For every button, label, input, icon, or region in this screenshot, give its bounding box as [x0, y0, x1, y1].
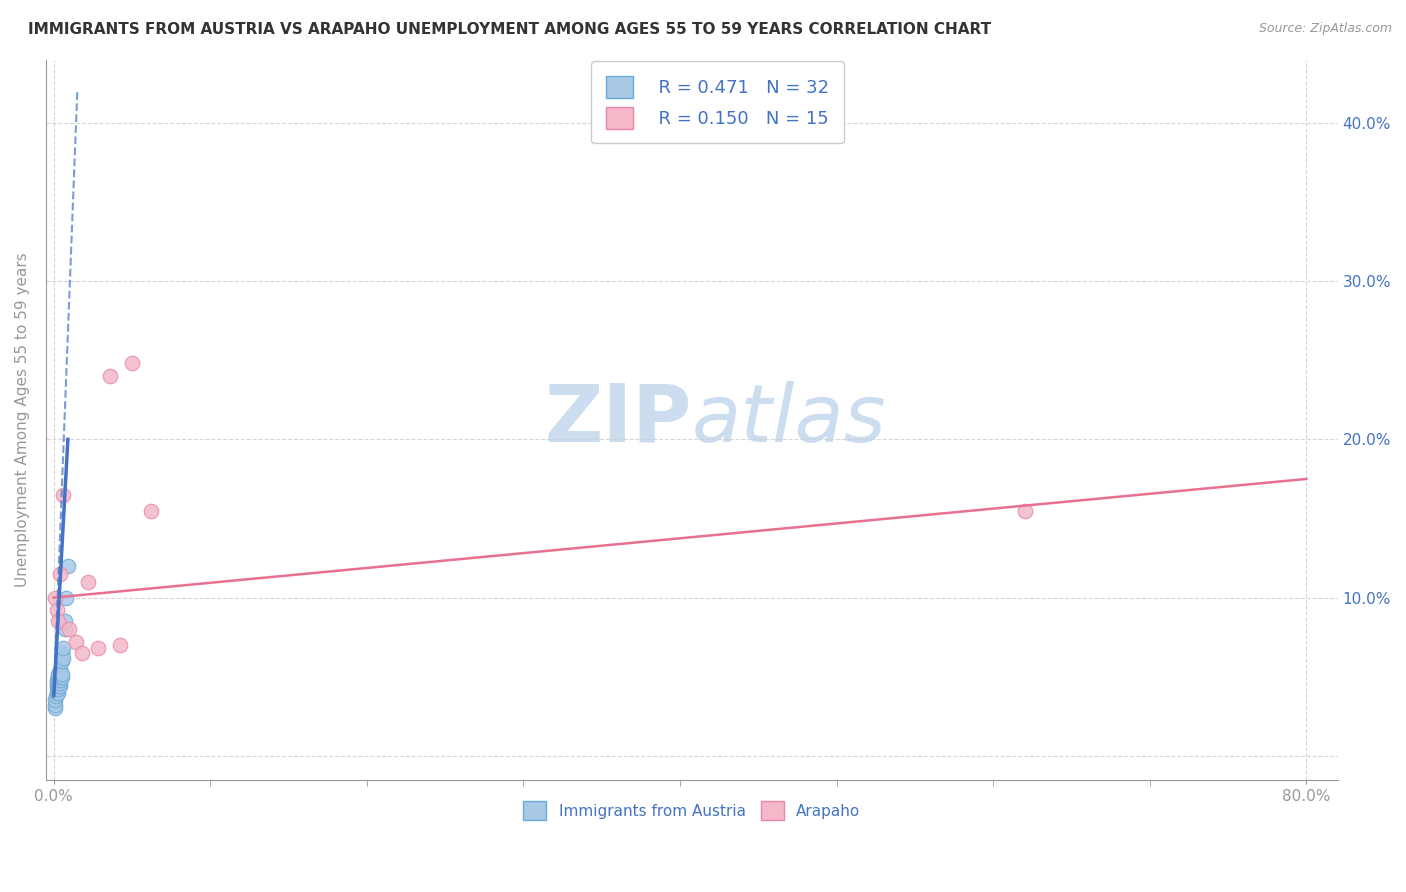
Point [49, 679, 72, 693]
Point [52, 488, 75, 502]
Point [98, 369, 121, 384]
Point [49, 673, 72, 687]
Point [52, 641, 75, 656]
Point [45, 682, 67, 697]
Point [45, 679, 67, 693]
Text: Source: ZipAtlas.com: Source: ZipAtlas.com [1258, 22, 1392, 36]
Point [44, 591, 66, 605]
Point [48, 666, 70, 681]
Point [51, 666, 73, 681]
Point [139, 503, 162, 517]
Point [44, 701, 66, 715]
Point [86, 641, 108, 656]
Point [49, 670, 72, 684]
Point [77, 574, 100, 589]
Point [58, 622, 80, 636]
Point [48, 673, 70, 687]
Point [65, 635, 87, 649]
Point [48, 685, 70, 699]
Point [121, 356, 143, 370]
Point [108, 638, 131, 652]
Text: IMMIGRANTS FROM AUSTRIA VS ARAPAHO UNEMPLOYMENT AMONG AGES 55 TO 59 YEARS CORREL: IMMIGRANTS FROM AUSTRIA VS ARAPAHO UNEMP… [28, 22, 991, 37]
Point [45, 676, 67, 690]
Point [49, 664, 72, 678]
Point [53, 622, 76, 636]
Point [49, 566, 72, 581]
Point [48, 670, 70, 684]
Point [45, 689, 67, 703]
Legend: Immigrants from Austria, Arapaho: Immigrants from Austria, Arapaho [517, 795, 866, 826]
Point [1014, 503, 1036, 517]
Text: ZIP: ZIP [544, 381, 692, 458]
Point [44, 698, 66, 713]
Point [48, 679, 70, 693]
Point [56, 559, 79, 574]
Point [51, 670, 73, 684]
Point [49, 676, 72, 690]
Point [49, 666, 72, 681]
Point [51, 646, 73, 660]
Point [45, 673, 67, 687]
Point [45, 685, 67, 699]
Y-axis label: Unemployment Among Ages 55 to 59 years: Unemployment Among Ages 55 to 59 years [15, 252, 30, 587]
Point [48, 682, 70, 697]
Text: atlas: atlas [692, 381, 887, 458]
Point [52, 650, 75, 665]
Point [55, 591, 77, 605]
Point [48, 676, 70, 690]
Point [45, 603, 67, 617]
Point [44, 693, 66, 707]
Point [70, 646, 93, 660]
Point [51, 654, 73, 668]
Point [53, 615, 76, 629]
Point [48, 615, 70, 629]
